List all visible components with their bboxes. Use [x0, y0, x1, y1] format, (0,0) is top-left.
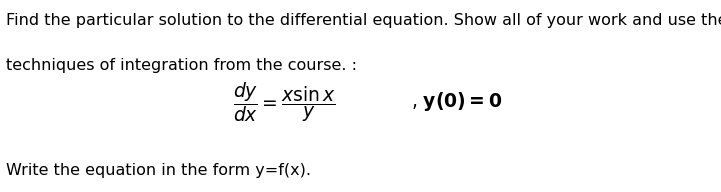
Text: Find the particular solution to the differential equation. Show all of your work: Find the particular solution to the diff… [6, 13, 721, 28]
Text: Write the equation in the form y=f(x).: Write the equation in the form y=f(x). [6, 163, 311, 178]
Text: , $\bf{y(0){=}0}$: , $\bf{y(0){=}0}$ [411, 90, 503, 113]
Text: techniques of integration from the course. :: techniques of integration from the cours… [6, 58, 357, 73]
Text: $\dfrac{dy}{dx} = \dfrac{x \sin x}{y}$: $\dfrac{dy}{dx} = \dfrac{x \sin x}{y}$ [234, 80, 336, 124]
